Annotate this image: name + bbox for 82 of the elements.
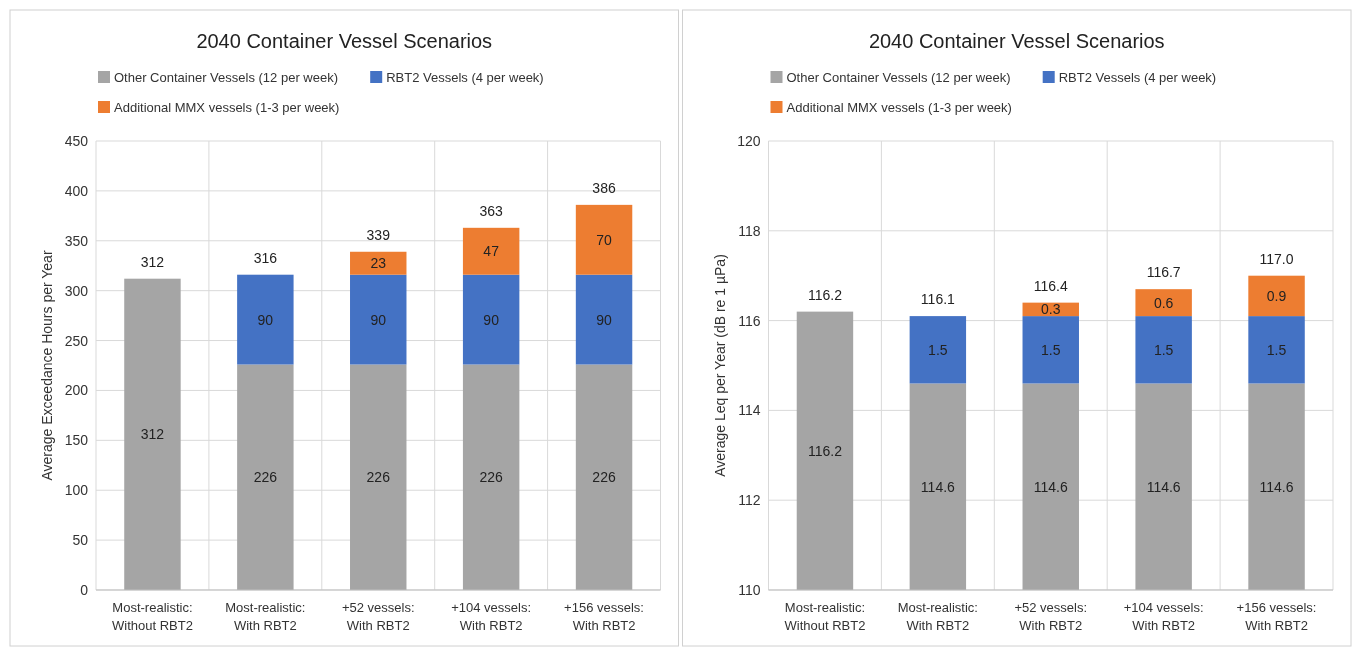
bar: [124, 278, 181, 590]
data-label: 0.6: [1153, 294, 1174, 311]
y-tick-label: 450: [64, 133, 89, 149]
legend-label: RBT2 Vessels (4 per week): [386, 70, 544, 85]
legend-label: Other Container Vessels (12 per week): [786, 70, 1011, 85]
data-label: 1.5: [1041, 341, 1061, 358]
data-label: 0.3: [1041, 301, 1061, 318]
x-tick-label: Most-realistic: Without RBT2: [784, 600, 866, 633]
data-label: 226: [479, 469, 504, 486]
data-label: 226: [253, 469, 278, 486]
bar: [575, 364, 633, 590]
y-tick-label: 250: [64, 332, 89, 349]
y-tick-label: 300: [64, 282, 89, 299]
data-label: 70: [596, 231, 613, 248]
y-tick-label: 112: [738, 492, 761, 509]
y-tick-label: 116: [738, 312, 761, 329]
y-tick-label: 400: [64, 182, 89, 199]
bar: [575, 204, 633, 275]
data-label: 226: [366, 469, 391, 486]
y-tick-label: 50: [72, 532, 89, 549]
total-label: 117.0: [1259, 250, 1294, 267]
data-label: 114.6: [1146, 478, 1181, 495]
y-tick-label: 150: [64, 432, 89, 449]
data-label: 1.5: [1266, 341, 1287, 358]
y-tick-label: 350: [64, 232, 89, 249]
bar: [350, 251, 407, 275]
data-label: 47: [483, 243, 500, 260]
y-tick-label: 0: [80, 582, 89, 598]
bar: [462, 227, 520, 275]
bar: [462, 364, 520, 590]
x-tick-label: +104 vessels: With RBT2: [451, 600, 532, 633]
data-label: 90: [257, 311, 274, 328]
total-label: 116.2: [807, 286, 843, 303]
x-tick-label: +156 vessels: With RBT2: [564, 600, 644, 633]
data-label: 1.5: [1153, 341, 1174, 358]
chart-title: 2040 Container Vessel Scenarios: [868, 30, 1165, 52]
data-label: 90: [483, 311, 500, 328]
x-tick-label: +156 vessels: With RBT2: [1236, 600, 1317, 633]
y-tick-label: 120: [737, 133, 761, 149]
bar: [462, 274, 520, 365]
total-label: 339: [366, 226, 391, 243]
x-tick-label: Most-realistic: Without RBT2: [111, 600, 193, 633]
y-tick-label: 114: [738, 402, 761, 419]
total-label: 316: [253, 249, 278, 266]
bar: [237, 364, 294, 590]
y-tick-label: 200: [64, 382, 89, 399]
x-tick-label: +104 vessels: With RBT2: [1123, 600, 1204, 633]
y-axis-title: Average Exceedance Hours per Year: [39, 250, 55, 481]
data-label: 114.6: [920, 478, 956, 495]
bar: [350, 274, 407, 365]
total-label: 312: [140, 253, 165, 270]
data-label: 90: [596, 311, 613, 328]
data-label: 226: [592, 469, 616, 486]
y-tick-label: 118: [738, 222, 761, 239]
data-label: 114.6: [1033, 478, 1068, 495]
legend-label: RBT2 Vessels (4 per week): [1058, 70, 1217, 85]
y-axis-title: Average Leq per Year (dB re 1 µPa): [711, 254, 728, 477]
data-label: 114.6: [1259, 478, 1294, 495]
legend-label: Additional MMX vessels (1-3 per week): [114, 100, 340, 115]
data-label: 116.2: [807, 442, 843, 459]
data-label: 312: [140, 426, 165, 443]
total-label: 116.4: [1033, 277, 1068, 294]
data-label: 1.5: [928, 341, 948, 358]
bar: [350, 364, 407, 590]
x-tick-label: Most-realistic: With RBT2: [897, 600, 978, 633]
legend-label: Additional MMX vessels (1-3 per week): [786, 100, 1012, 115]
x-tick-label: +52 vessels: With RBT2: [341, 600, 415, 633]
bar: [575, 274, 633, 365]
bar: [237, 274, 294, 365]
legend-label: Other Container Vessels (12 per week): [114, 70, 338, 85]
y-tick-label: 100: [64, 482, 89, 499]
data-label: 90: [370, 311, 387, 328]
y-tick-label: 110: [738, 582, 761, 598]
data-label: 0.9: [1266, 287, 1287, 304]
x-tick-label: +52 vessels: With RBT2: [1014, 600, 1088, 633]
x-tick-label: Most-realistic: With RBT2: [225, 600, 306, 633]
total-label: 363: [479, 202, 504, 219]
total-label: 116.7: [1146, 264, 1181, 281]
total-label: 386: [592, 179, 616, 196]
chart-title: 2040 Container Vessel Scenarios: [196, 30, 493, 52]
total-label: 116.1: [920, 291, 956, 308]
data-label: 23: [370, 255, 387, 272]
